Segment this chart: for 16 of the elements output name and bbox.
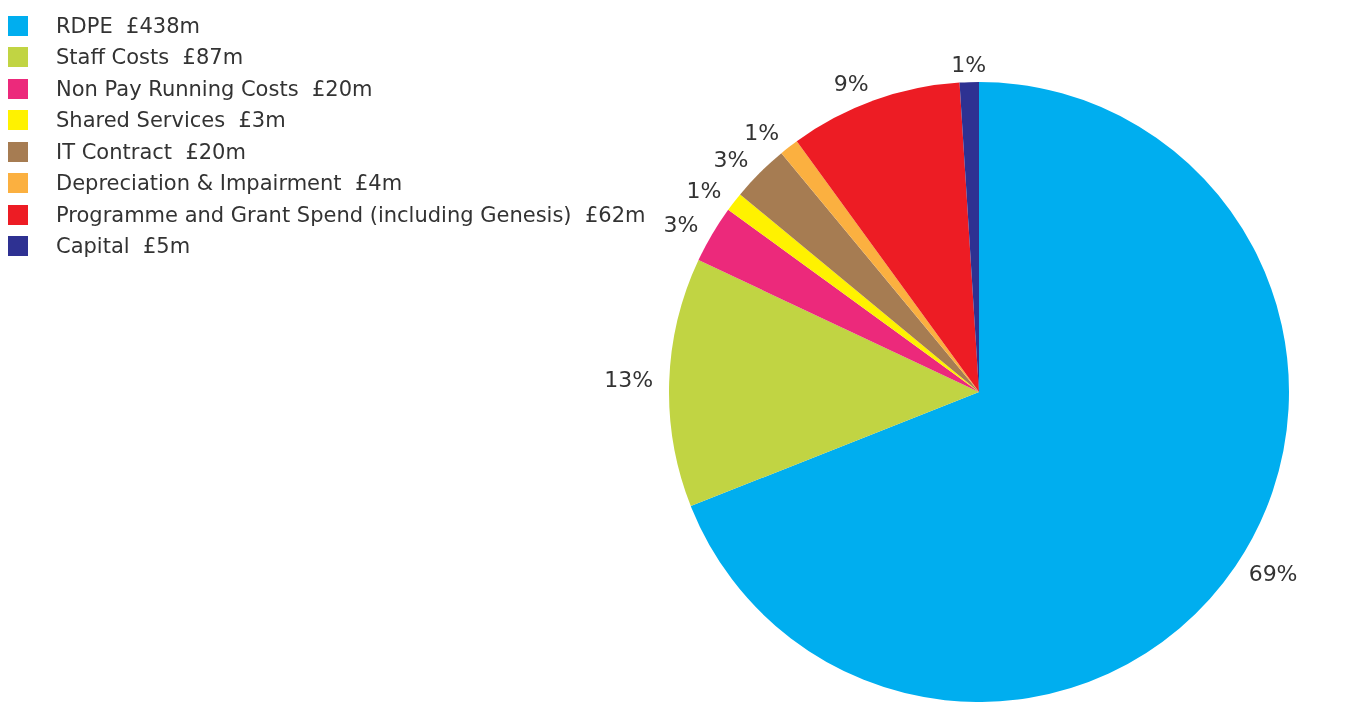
data-label: 9%: [833, 70, 869, 96]
legend-label: Staff Costs £87m: [56, 45, 244, 70]
legend-label: RDPE £438m: [56, 13, 200, 38]
legend-label: Depreciation & Impairment £4m: [56, 171, 403, 196]
data-label: 3%: [663, 211, 699, 237]
legend-label: IT Contract £20m: [56, 139, 246, 164]
data-label: 1%: [951, 51, 987, 77]
legend-label: Capital £5m: [56, 234, 191, 259]
data-label: 13%: [604, 367, 654, 393]
legend-label: Non Pay Running Costs £20m: [56, 76, 373, 101]
legend-label: Shared Services £3m: [56, 108, 286, 133]
data-label: 1%: [744, 120, 780, 146]
data-label: 69%: [1248, 560, 1298, 586]
data-label: 3%: [713, 147, 749, 173]
legend-label: Programme and Grant Spend (including Genesis) £62m: [56, 202, 646, 227]
data-label: 1%: [686, 177, 722, 203]
